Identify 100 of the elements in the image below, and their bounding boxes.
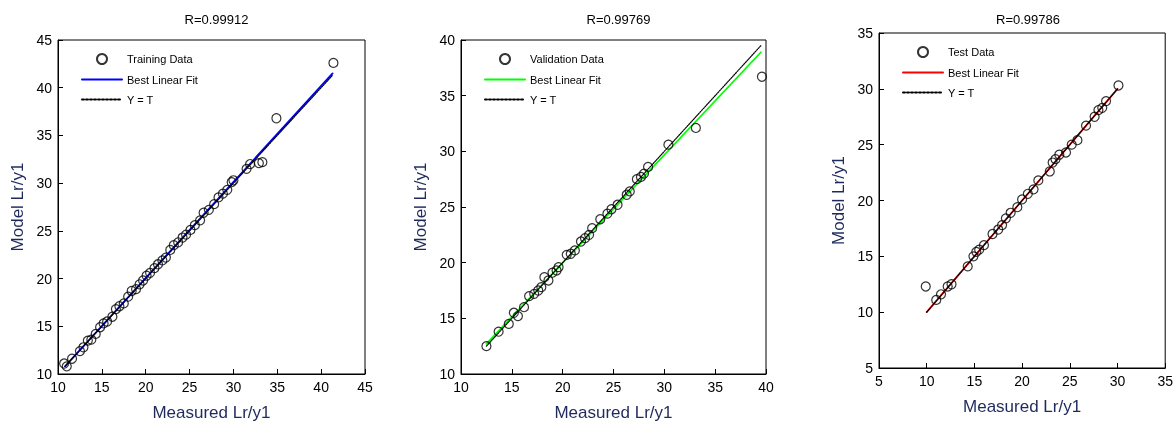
point xyxy=(189,220,200,231)
point xyxy=(102,316,113,327)
point xyxy=(134,279,145,290)
point xyxy=(595,214,606,225)
point xyxy=(946,279,957,290)
point xyxy=(1080,120,1092,131)
x-tick-label: 20 xyxy=(554,379,571,395)
point xyxy=(638,168,650,179)
point xyxy=(539,272,550,283)
point xyxy=(328,57,339,68)
point xyxy=(942,281,953,292)
x-axis-title: Measured Lr/y1 xyxy=(152,403,271,422)
point xyxy=(575,236,587,247)
point xyxy=(481,341,492,352)
point xyxy=(1093,104,1104,116)
x-axis-title: Measured Lr/y1 xyxy=(963,397,1082,416)
point xyxy=(996,219,1008,231)
y-tick-label: 30 xyxy=(439,143,456,160)
point xyxy=(612,199,623,210)
point xyxy=(1066,139,1077,150)
y-tick-label: 25 xyxy=(36,222,53,239)
point xyxy=(241,163,252,174)
point xyxy=(642,161,654,173)
point xyxy=(137,275,149,286)
point xyxy=(245,158,256,170)
x-tick-label: 35 xyxy=(1157,373,1174,389)
y-axis-title: Model Lr/y1 xyxy=(7,162,27,252)
point xyxy=(145,267,156,278)
point xyxy=(257,157,268,168)
point xyxy=(141,270,152,281)
point xyxy=(66,353,78,364)
point xyxy=(493,326,504,337)
point xyxy=(968,251,979,262)
y-tick-label: 25 xyxy=(439,199,456,215)
y-tick-label: 30 xyxy=(857,80,874,97)
legend-label: Y = T xyxy=(530,93,557,106)
point xyxy=(198,207,209,218)
legend-label: Y = T xyxy=(948,86,975,99)
point xyxy=(82,335,93,346)
point xyxy=(1005,207,1016,218)
x-tick-label: 35 xyxy=(269,379,286,395)
point xyxy=(1017,194,1028,205)
point xyxy=(631,174,642,185)
point xyxy=(152,259,164,270)
point xyxy=(180,229,192,240)
x-tick-label: 15 xyxy=(94,379,110,395)
x-tick-label: 30 xyxy=(656,379,673,395)
point xyxy=(118,298,129,309)
point xyxy=(602,208,613,219)
legend-label: Y = T xyxy=(127,93,154,106)
x-tick-label: 15 xyxy=(504,379,520,395)
point xyxy=(86,334,97,345)
point xyxy=(920,281,931,292)
legend-label: Validation Data xyxy=(530,53,605,65)
x-tick-label: 20 xyxy=(1014,373,1031,389)
y-tick-label: 20 xyxy=(439,254,456,271)
x-tick-label: 25 xyxy=(181,379,198,395)
point xyxy=(1060,147,1072,158)
x-tick-label: 10 xyxy=(918,373,935,389)
y-tick-label: 20 xyxy=(36,270,53,287)
point xyxy=(524,290,535,302)
y-tick-label: 35 xyxy=(857,25,874,41)
point xyxy=(253,158,264,169)
x-tick-label: 45 xyxy=(357,379,373,395)
point xyxy=(606,204,617,215)
point xyxy=(756,71,768,82)
x-tick-label: 10 xyxy=(453,379,469,395)
point xyxy=(173,237,184,248)
legend-label: Best Linear Fit xyxy=(530,73,601,86)
y-tick-label: 35 xyxy=(36,127,53,144)
point xyxy=(1089,111,1100,122)
y-tick-label: 15 xyxy=(439,310,456,327)
point xyxy=(126,285,137,297)
point xyxy=(209,199,220,210)
point xyxy=(98,318,109,329)
point xyxy=(168,240,179,251)
y-tick-label: 10 xyxy=(857,304,874,321)
legend-label: Best Linear Fit xyxy=(127,73,198,86)
point xyxy=(503,318,514,329)
point xyxy=(690,122,701,134)
x-tick-label: 30 xyxy=(1109,373,1126,389)
point xyxy=(508,307,519,318)
point xyxy=(561,249,572,260)
y-tick-label: 25 xyxy=(857,136,874,153)
y-tick-label: 40 xyxy=(36,79,53,96)
x-tick-label: 25 xyxy=(605,379,622,395)
point xyxy=(978,240,990,251)
point xyxy=(587,223,598,234)
point xyxy=(1028,184,1039,195)
point xyxy=(271,113,282,124)
point xyxy=(993,224,1004,235)
point xyxy=(222,184,233,195)
point xyxy=(547,267,558,278)
point xyxy=(1097,102,1108,113)
legend-label: Training Data xyxy=(127,53,194,65)
y-tick-label: 40 xyxy=(439,32,456,48)
point xyxy=(1022,188,1033,199)
y-axis-title: Model Lr/y1 xyxy=(410,162,430,252)
point xyxy=(1113,80,1124,91)
point xyxy=(165,244,176,256)
